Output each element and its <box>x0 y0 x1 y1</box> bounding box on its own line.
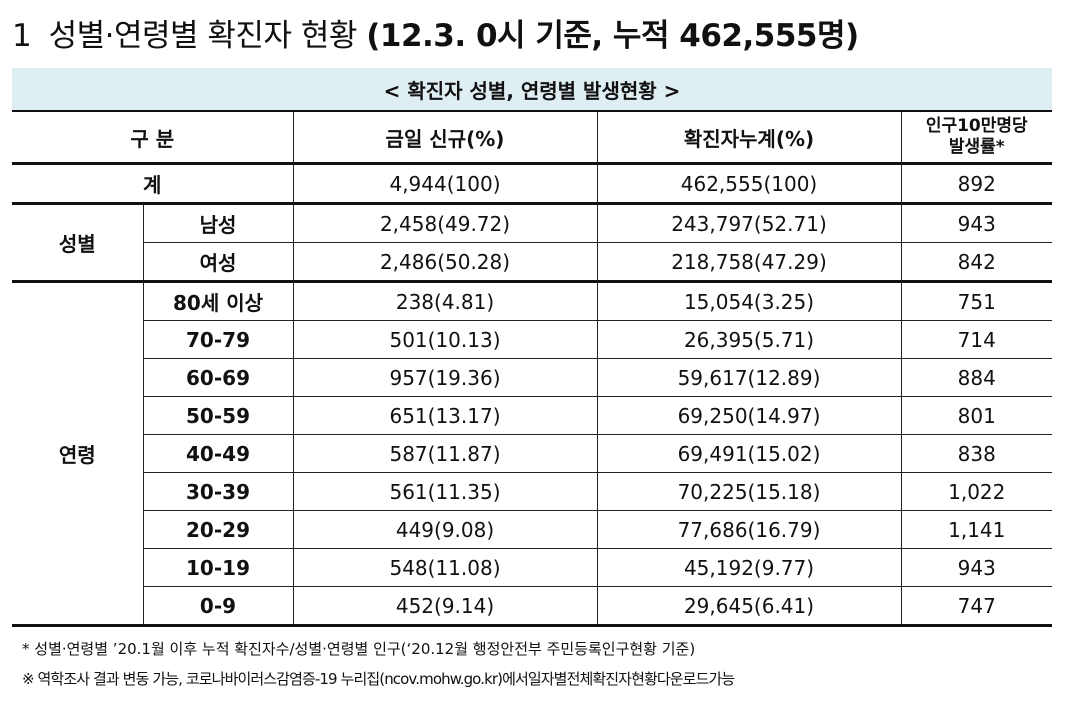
header-per-100k-line1: 인구10만명당 <box>925 116 1028 136</box>
section-number: 1 <box>12 18 32 54</box>
row-rate: 1,141 <box>900 510 1053 549</box>
row-label: 0-9 <box>142 586 293 627</box>
row-new: 2,486(50.28) <box>292 242 597 283</box>
table-row: 70-79 501(10.13) 26,395(5.71) 714 <box>12 320 1053 359</box>
row-rate: 943 <box>900 548 1053 587</box>
title-text: 성별·연령별 확진자 현황 <box>48 18 358 54</box>
row-rate: 838 <box>900 434 1053 473</box>
row-label: 40-49 <box>142 434 293 473</box>
row-cumulative: 218,758(47.29) <box>596 242 901 283</box>
footnote-data-source: ※ 역학조사 결과 변동 가능, 코로나바이러스감염증-19 누리집(ncov.… <box>22 670 735 688</box>
row-cumulative: 26,395(5.71) <box>596 320 901 359</box>
table-row: 성별 남성 2,458(49.72) 243,797(52.71) 943 <box>12 203 1053 283</box>
row-rate: 884 <box>900 358 1053 397</box>
row-cumulative: 69,491(15.02) <box>596 434 901 473</box>
age-group-label: 연령 <box>12 281 143 627</box>
row-label: 30-39 <box>142 472 293 511</box>
total-rate: 892 <box>900 163 1053 205</box>
table-row: 연령 80세 이상 238(4.81) 15,054(3.25) 751 <box>12 281 1053 627</box>
total-label: 계 <box>12 163 293 205</box>
table-row: 50-59 651(13.17) 69,250(14.97) 801 <box>12 396 1053 435</box>
cases-by-sex-age-table: < 확진자 성별, 연령별 발생현황 > 구 분 금일 신규(%) 확진자누계(… <box>12 68 1053 627</box>
row-new: 651(13.17) <box>292 396 597 435</box>
row-cumulative: 29,645(6.41) <box>596 586 901 627</box>
row-new: 587(11.87) <box>292 434 597 473</box>
row-cumulative: 45,192(9.77) <box>596 548 901 587</box>
row-cumulative: 70,225(15.18) <box>596 472 901 511</box>
header-row: 구 분 금일 신규(%) 확진자누계(%) 인구10만명당 발생률* <box>12 111 1053 165</box>
row-rate: 751 <box>900 281 1053 321</box>
row-label: 60-69 <box>142 358 293 397</box>
header-category: 구 분 <box>12 111 293 165</box>
row-rate: 747 <box>900 586 1053 627</box>
table-row: 30-39 561(11.35) 70,225(15.18) 1,022 <box>12 472 1053 511</box>
row-cumulative: 59,617(12.89) <box>596 358 901 397</box>
header-new-today: 금일 신규(%) <box>292 111 597 165</box>
table-row: 여성 2,486(50.28) 218,758(47.29) 842 <box>12 242 1053 283</box>
row-label: 70-79 <box>142 320 293 359</box>
sex-group-label: 성별 <box>12 203 143 283</box>
row-cumulative: 243,797(52.71) <box>596 203 901 243</box>
header-cumulative: 확진자누계(%) <box>596 111 901 165</box>
total-cumulative: 462,555(100) <box>596 163 901 205</box>
row-new: 561(11.35) <box>292 472 597 511</box>
row-label: 여성 <box>142 242 293 283</box>
row-new: 501(10.13) <box>292 320 597 359</box>
table-row: 20-29 449(9.08) 77,686(16.79) 1,141 <box>12 510 1053 549</box>
header-per-100k: 인구10만명당 발생률* <box>900 111 1053 165</box>
row-label: 20-29 <box>142 510 293 549</box>
table-caption-row: < 확진자 성별, 연령별 발생현황 > <box>12 68 1053 112</box>
row-new: 449(9.08) <box>292 510 597 549</box>
table-row: 60-69 957(19.36) 59,617(12.89) 884 <box>12 358 1053 397</box>
table-row: 40-49 587(11.87) 69,491(15.02) 838 <box>12 434 1053 473</box>
row-label: 80세 이상 <box>142 281 293 321</box>
row-new: 452(9.14) <box>292 586 597 627</box>
row-new: 957(19.36) <box>292 358 597 397</box>
header-per-100k-line2: 발생률* <box>948 137 1005 157</box>
row-label: 남성 <box>142 203 293 243</box>
row-rate: 842 <box>900 242 1053 283</box>
row-rate: 1,022 <box>900 472 1053 511</box>
table-row: 0-9 452(9.14) 29,645(6.41) 747 <box>12 586 1053 627</box>
table-caption: < 확진자 성별, 연령별 발생현황 > <box>12 68 1053 112</box>
row-cumulative: 77,686(16.79) <box>596 510 901 549</box>
row-rate: 714 <box>900 320 1053 359</box>
row-new: 548(11.08) <box>292 548 597 587</box>
total-new: 4,944(100) <box>292 163 597 205</box>
row-new: 2,458(49.72) <box>292 203 597 243</box>
row-label: 50-59 <box>142 396 293 435</box>
footnotes: * 성별·연령별 ’20.1월 이후 누적 확진자수/성별·연령별 인구(‘20… <box>22 634 1062 694</box>
table-row: 10-19 548(11.08) 45,192(9.77) 943 <box>12 548 1053 587</box>
title-subtitle: (12.3. 0시 기준, 누적 462,555명) <box>366 18 859 54</box>
row-label: 10-19 <box>142 548 293 587</box>
row-rate: 943 <box>900 203 1053 243</box>
row-new: 238(4.81) <box>292 281 597 321</box>
table-row-total: 계 4,944(100) 462,555(100) 892 <box>12 163 1053 205</box>
footnote-population-basis: * 성별·연령별 ’20.1월 이후 누적 확진자수/성별·연령별 인구(‘20… <box>22 640 696 658</box>
page-title: 1 성별·연령별 확진자 현황 (12.3. 0시 기준, 누적 462,555… <box>12 14 1072 58</box>
row-rate: 801 <box>900 396 1053 435</box>
row-cumulative: 69,250(14.97) <box>596 396 901 435</box>
row-cumulative: 15,054(3.25) <box>596 281 901 321</box>
